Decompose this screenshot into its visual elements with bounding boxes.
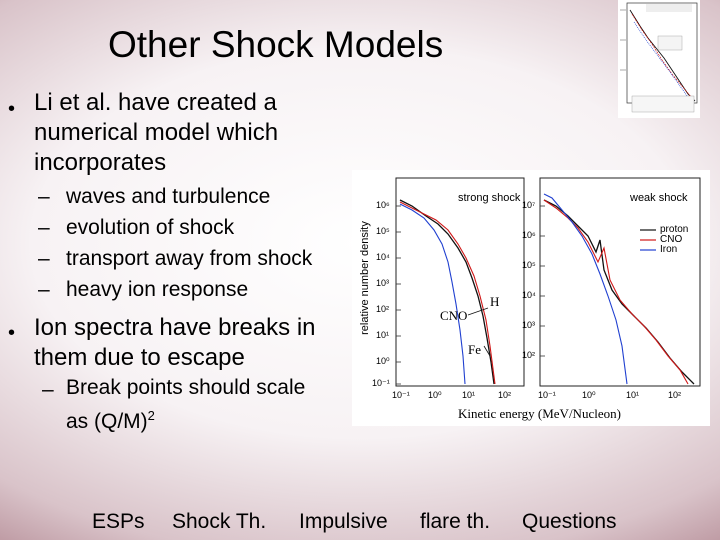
nav-link-questions[interactable]: Questions xyxy=(522,510,617,533)
bullet-2-line-1: Ion spectra have breaks in xyxy=(34,314,316,341)
sub-item-waves: waves and turbulence xyxy=(66,185,271,208)
dash-marker: – xyxy=(38,278,50,301)
nav-link-esps[interactable]: ESPs xyxy=(92,510,145,533)
annotation-fe: Fe xyxy=(468,342,481,357)
break-points-line-2: as (Q/M)2 xyxy=(66,408,155,433)
xtick: 10¹ xyxy=(462,390,476,400)
spectra-figure: strong shock weak shock relative number … xyxy=(352,170,710,426)
xtick: 10¹ xyxy=(626,390,640,400)
ytick-left: 10⁶ xyxy=(376,200,390,210)
ytick-left: 10⁵ xyxy=(376,226,390,236)
ytick-right: 10⁷ xyxy=(522,200,536,210)
slide-title: Other Shock Models xyxy=(108,24,444,65)
strong-shock-label: strong shock xyxy=(458,192,521,204)
thumbnail-figure xyxy=(618,0,700,118)
xtick: 10² xyxy=(668,390,682,400)
bullet-2-line-2: them due to escape xyxy=(34,344,245,371)
sub-item-break-points: Break points should scale as (Q/M)2 xyxy=(66,374,305,436)
ytick-right: 10⁵ xyxy=(522,260,536,270)
ytick-right: 10³ xyxy=(522,320,536,330)
ytick-left: 10² xyxy=(376,304,390,314)
legend-cno: CNO xyxy=(660,234,683,245)
xtick: 10⁻¹ xyxy=(538,390,556,400)
dash-marker: – xyxy=(38,185,50,208)
ytick-right: 10² xyxy=(522,350,536,360)
ytick-left: 10⁻¹ xyxy=(372,378,390,388)
weak-shock-label: weak shock xyxy=(630,192,688,204)
bullet-1-text: Li et al. have created a numerical model… xyxy=(34,88,278,178)
nav-link-shock-theory[interactable]: Shock Th. xyxy=(172,510,267,533)
ytick-left: 10¹ xyxy=(376,330,390,340)
legend-iron: Iron xyxy=(660,244,678,255)
dash-marker: – xyxy=(42,378,54,401)
ytick-right: 10⁴ xyxy=(522,290,536,300)
bullet-1-line-1: Li et al. have created a xyxy=(34,89,277,116)
ytick-left: 10³ xyxy=(376,278,390,288)
legend-proton: proton xyxy=(660,224,689,235)
ytick-left: 10⁰ xyxy=(376,356,390,366)
x-axis-label: Kinetic energy (MeV/Nucleon) xyxy=(458,406,621,421)
break-points-line-1: Break points should scale xyxy=(66,376,306,399)
xtick: 10⁰ xyxy=(428,390,442,400)
bullet-marker: • xyxy=(8,322,16,344)
bullet-1-line-3: incorporates xyxy=(34,149,167,176)
ytick-right: 10⁶ xyxy=(522,230,536,240)
dash-marker: – xyxy=(38,247,50,270)
annotation-h: H xyxy=(490,294,500,309)
annotation-cno: CNO xyxy=(440,308,468,323)
xtick: 10² xyxy=(498,390,512,400)
bullet-1-line-2: numerical model which xyxy=(34,119,279,146)
nav-link-flare-theory[interactable]: flare th. xyxy=(420,510,491,533)
dash-marker: – xyxy=(38,216,50,239)
y-axis-label: relative number density xyxy=(359,221,371,335)
xtick: 10⁻¹ xyxy=(392,390,410,400)
sub-item-transport: transport away from shock xyxy=(66,247,313,270)
bullet-marker: • xyxy=(8,98,16,120)
sub-item-heavy-ion: heavy ion response xyxy=(66,278,249,301)
ytick-left: 10⁴ xyxy=(376,252,390,262)
nav-link-impulsive[interactable]: Impulsive xyxy=(299,510,388,533)
xtick: 10⁰ xyxy=(582,390,596,400)
bullet-2-text: Ion spectra have breaks in them due to e… xyxy=(34,313,316,373)
sub-item-evolution: evolution of shock xyxy=(66,216,235,239)
